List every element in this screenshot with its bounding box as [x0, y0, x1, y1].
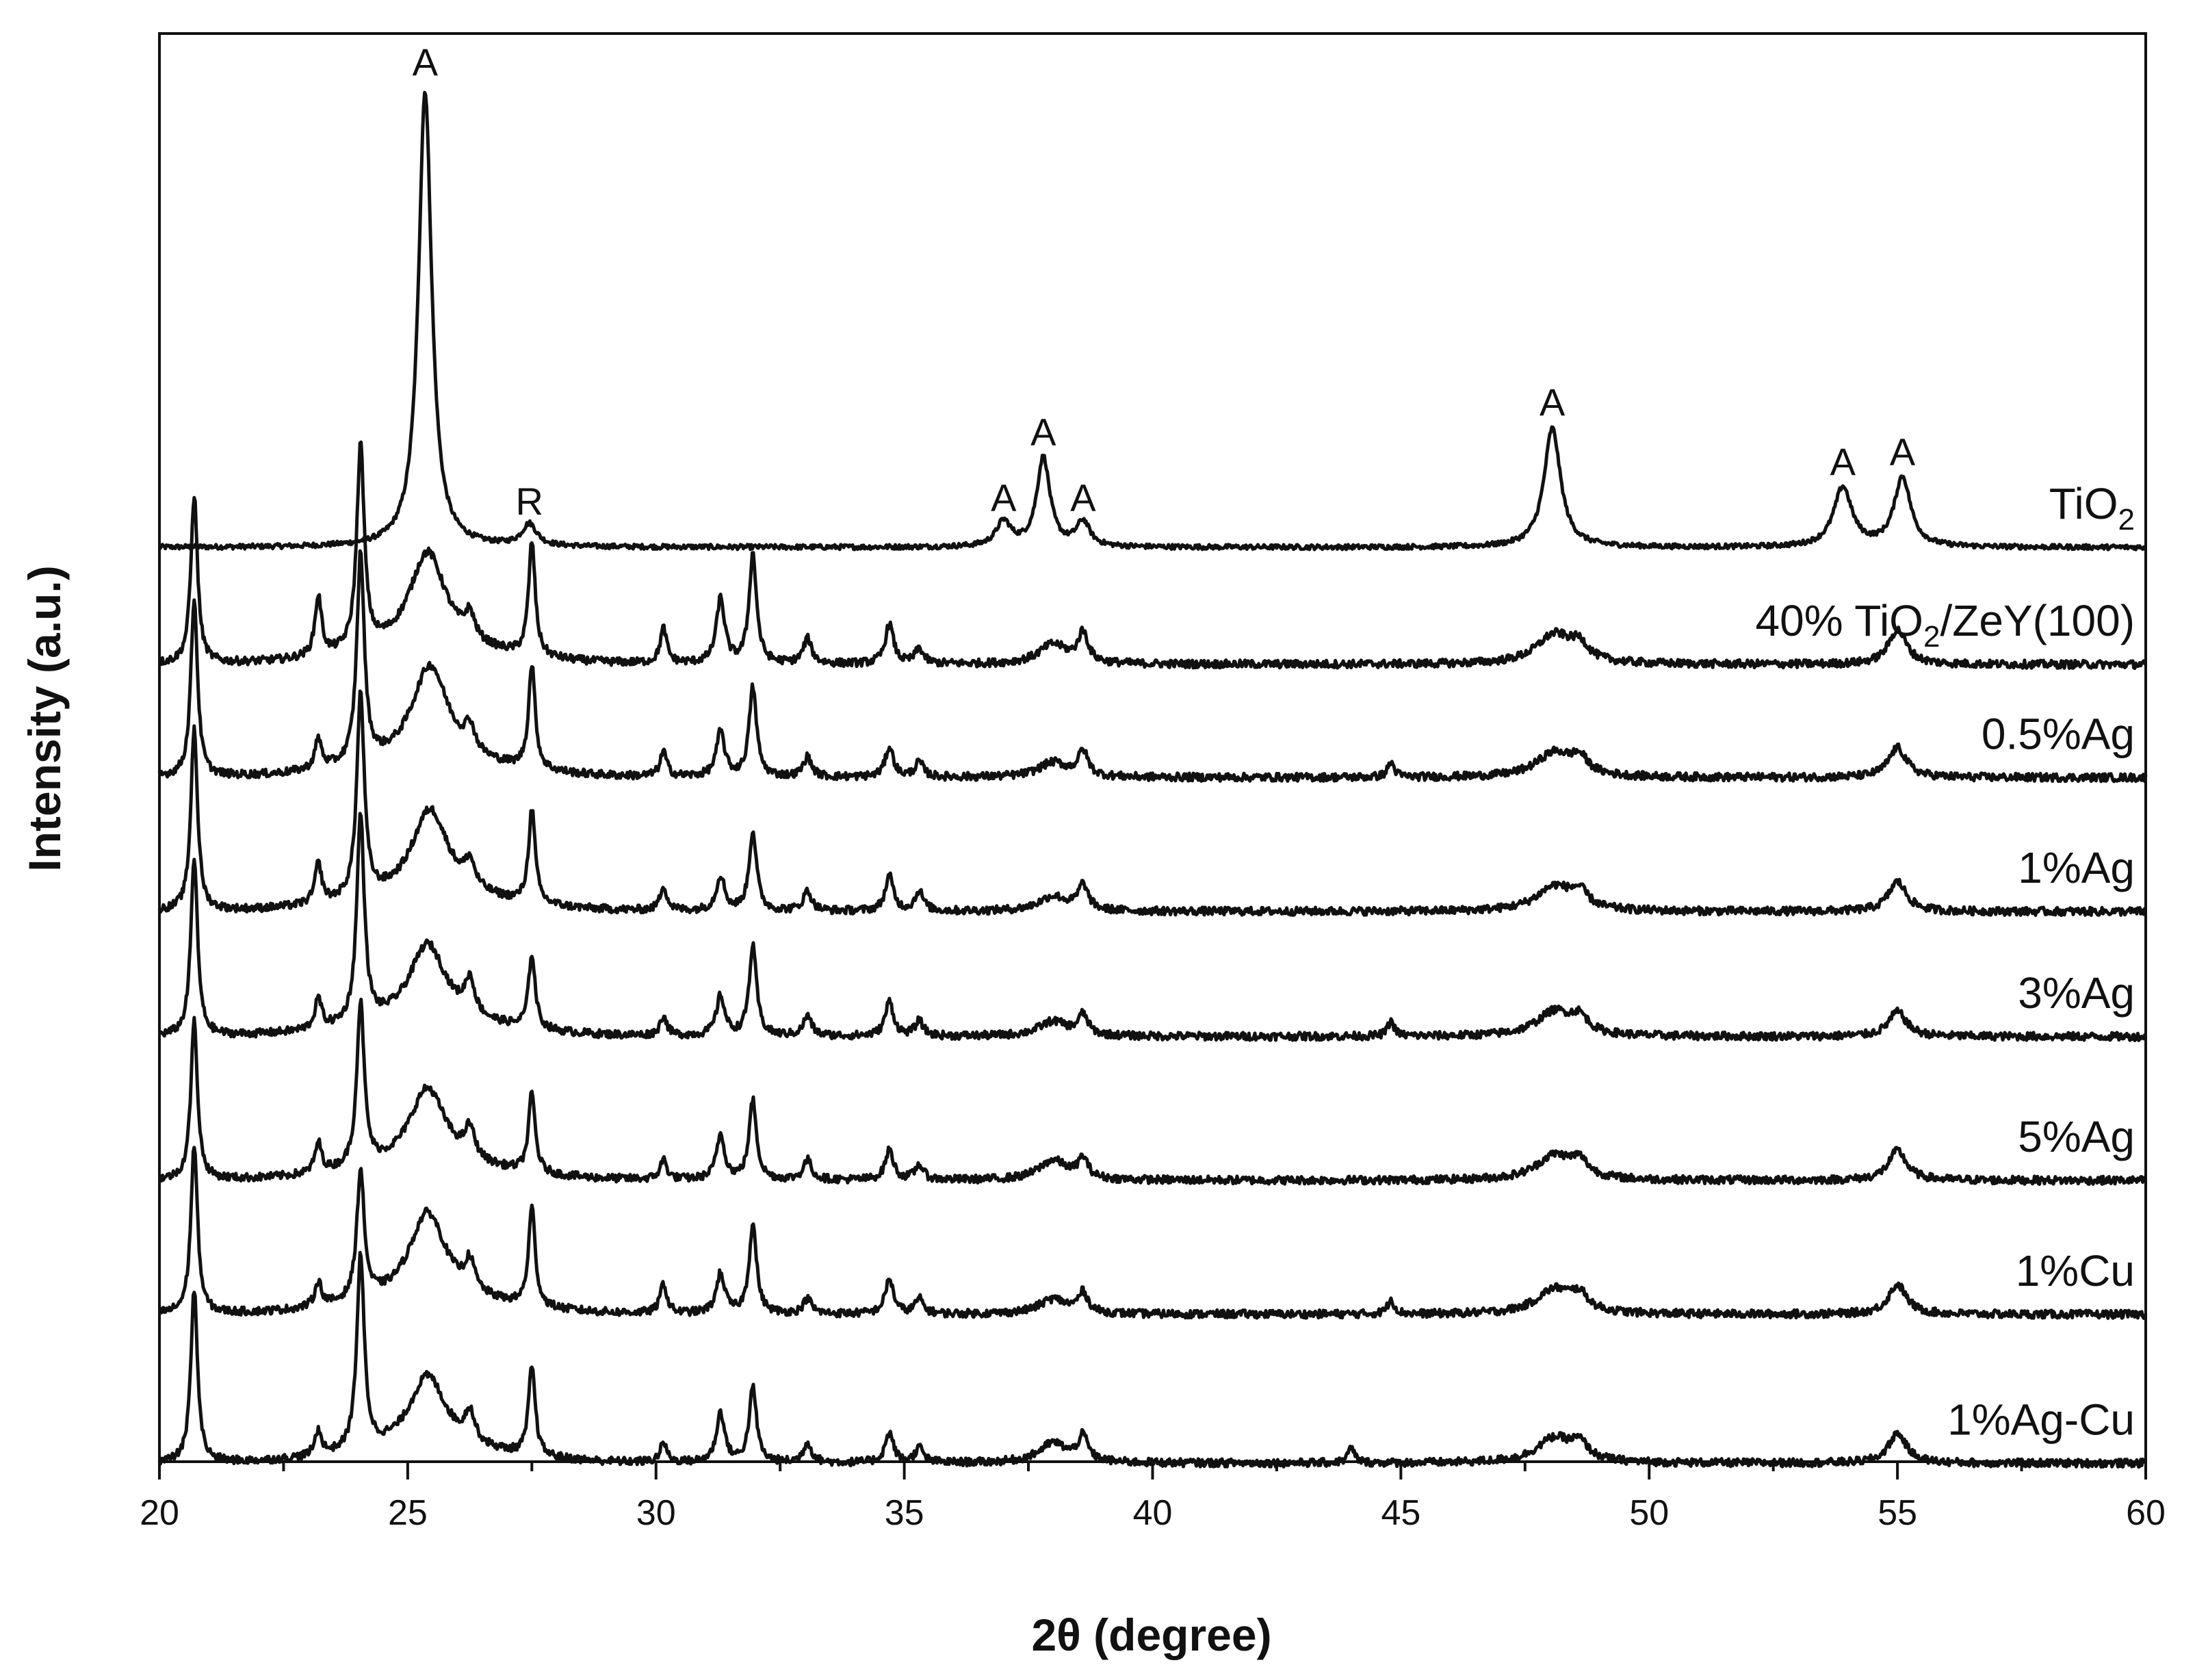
- series-label: 40% TiO2/ZeY(100): [1756, 596, 2135, 654]
- x-tick-label: 45: [1381, 1493, 1420, 1533]
- peak-label: A: [413, 40, 439, 83]
- series-line: [157, 90, 2148, 552]
- series-label: 1%Cu: [2016, 1246, 2135, 1295]
- series-labels: TiO2 40% TiO2/ZeY(100) 0.5%Ag 1%Ag 3%Ag 5%Ag 1…: [1756, 479, 2135, 1444]
- peak-label: A: [1030, 411, 1056, 454]
- y-axis-title: Intensity (a.u.): [19, 565, 70, 871]
- peak-label: R: [515, 480, 543, 523]
- x-axis-ticks: 20 25 30 35 40 45 50 55 60: [140, 1462, 2166, 1533]
- x-tick-label: 35: [885, 1493, 924, 1533]
- peak-label: A: [1540, 380, 1566, 424]
- x-tick-label: 60: [2126, 1493, 2166, 1533]
- peak-label: A: [1070, 476, 1096, 519]
- series-label: 1%Ag: [2018, 843, 2135, 892]
- series-label: 1%Ag-Cu: [1947, 1395, 2135, 1444]
- series-line: [158, 812, 2147, 1042]
- plot-frame: [158, 32, 2147, 1463]
- series-line: [158, 997, 2146, 1186]
- series-line: [158, 1146, 2147, 1320]
- series-line: [157, 1250, 2146, 1469]
- peak-label: A: [1830, 440, 1856, 483]
- x-tick-label: 55: [1878, 1493, 1917, 1533]
- series-label: 0.5%Ag: [1982, 709, 2135, 758]
- x-tick-label: 40: [1133, 1493, 1173, 1533]
- series-label: 3%Ag: [2018, 968, 2135, 1018]
- x-tick-label: 30: [636, 1493, 676, 1533]
- x-tick-label: 25: [388, 1493, 428, 1533]
- x-tick-label: 20: [140, 1493, 179, 1533]
- x-tick-label: 50: [1629, 1493, 1669, 1533]
- series-traces: [157, 90, 2148, 1469]
- peak-label: A: [991, 476, 1017, 519]
- x-axis-title: 2θ (degree): [1031, 1610, 1271, 1660]
- series-line: [157, 549, 2148, 784]
- peak-label: A: [1890, 430, 1916, 474]
- series-line: [157, 689, 2147, 918]
- series-line: [158, 440, 2148, 671]
- series-label: 5%Ag: [2018, 1112, 2135, 1161]
- series-label: TiO2: [2049, 479, 2135, 537]
